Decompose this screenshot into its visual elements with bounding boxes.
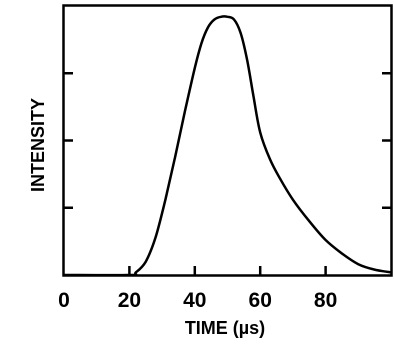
x-tick-label: 20 <box>118 289 141 312</box>
intensity-curve <box>62 15 393 277</box>
x-tick-labels: 0 20 40 60 80 <box>58 289 337 312</box>
x-axis-title: TIME (µs) <box>185 318 265 338</box>
x-tick-label: 0 <box>58 289 70 312</box>
x-ticks <box>128 266 327 275</box>
plot-frame <box>62 4 393 277</box>
x-tick-label: 40 <box>183 289 206 312</box>
y-axis-title: INTENSITY <box>28 98 48 192</box>
x-tick-label: 80 <box>314 289 337 312</box>
y-ticks <box>64 72 391 209</box>
x-tick-label: 60 <box>249 289 272 312</box>
